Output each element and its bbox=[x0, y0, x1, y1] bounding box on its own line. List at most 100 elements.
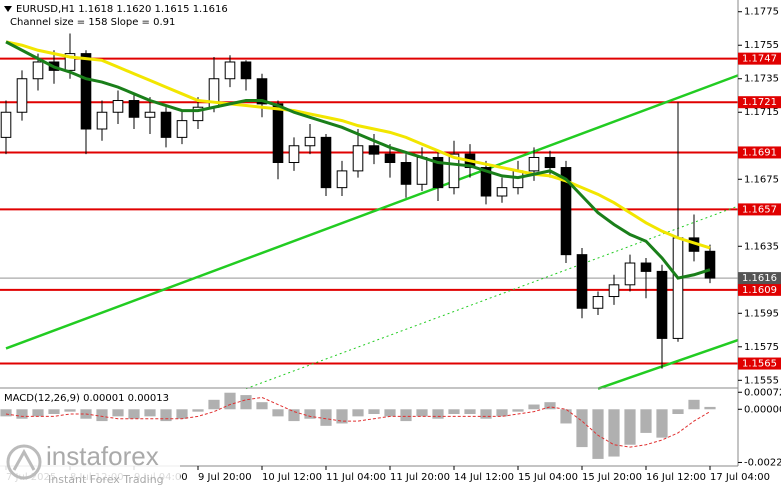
macd-bar bbox=[624, 409, 636, 445]
macd-bar bbox=[128, 409, 140, 419]
candle-body bbox=[640, 262, 652, 272]
macd-bar bbox=[304, 409, 316, 419]
x-tick-label: 9 Jul 20:00 bbox=[198, 472, 252, 483]
y-tick-label: 1.1595 bbox=[744, 308, 779, 319]
candle-body bbox=[592, 296, 604, 309]
candle-body bbox=[448, 153, 460, 189]
x-tick-label: 10 Jul 12:00 bbox=[262, 472, 322, 483]
macd-bar bbox=[336, 409, 348, 424]
x-tick-label: 15 Jul 04:00 bbox=[518, 472, 578, 483]
candle-body bbox=[128, 100, 140, 118]
y-tick-label: 1.1575 bbox=[744, 342, 779, 353]
macd-bar bbox=[368, 409, 380, 414]
candle-body bbox=[16, 78, 28, 113]
macd-tick-label: 0.00072 bbox=[744, 387, 781, 398]
macd-label: MACD(12,26,9) 0.00001 0.00013 bbox=[4, 393, 169, 404]
macd-bar bbox=[352, 409, 364, 417]
symbol-line: EURUSD,H1 1.1618 1.1620 1.1615 1.1616 bbox=[16, 4, 228, 15]
level-label: 1.1609 bbox=[742, 285, 777, 296]
macd-bar bbox=[176, 409, 188, 419]
macd-bar bbox=[0, 409, 12, 417]
macd-bar bbox=[144, 409, 156, 417]
candle-body bbox=[112, 100, 124, 113]
x-tick-label: 11 Jul 04:00 bbox=[326, 472, 386, 483]
candle-body bbox=[496, 187, 508, 197]
y-tick-label: 1.1735 bbox=[744, 74, 779, 85]
x-tick-label: 17 Jul 04:00 bbox=[710, 472, 770, 483]
macd-bar bbox=[512, 409, 524, 412]
macd-bar bbox=[432, 409, 444, 419]
x-tick-label: 11 Jul 20:00 bbox=[390, 472, 450, 483]
macd-bar bbox=[464, 409, 476, 414]
candle-body bbox=[672, 237, 684, 339]
candle-body bbox=[64, 53, 76, 71]
y-tick-label: 1.1635 bbox=[744, 241, 779, 252]
level-label-box bbox=[738, 96, 781, 109]
candle-body bbox=[96, 111, 108, 130]
candle-body bbox=[608, 284, 620, 298]
candle-body bbox=[656, 270, 668, 339]
candle-body bbox=[432, 156, 444, 189]
macd-bar bbox=[672, 409, 684, 414]
level-label: 1.1657 bbox=[742, 204, 777, 215]
macd-bar bbox=[544, 402, 556, 410]
macd-bar bbox=[384, 409, 396, 417]
candle-body bbox=[400, 162, 412, 185]
macd-bar bbox=[256, 402, 268, 410]
macd-bar bbox=[192, 409, 204, 412]
macd-tick-label: 0.00000 bbox=[744, 404, 781, 415]
y-tick-label: 1.1555 bbox=[744, 375, 779, 386]
level-label: 1.1721 bbox=[742, 97, 777, 108]
y-tick-label: 1.1755 bbox=[744, 40, 779, 51]
macd-bar bbox=[272, 409, 284, 417]
level-label: 1.1691 bbox=[742, 147, 777, 158]
candle-body bbox=[352, 145, 364, 172]
macd-bar bbox=[688, 399, 700, 410]
candle-body bbox=[368, 145, 380, 155]
candle-body bbox=[80, 53, 92, 130]
candle-body bbox=[144, 111, 156, 118]
y-tick-label: 1.1775 bbox=[744, 7, 779, 18]
candle-body bbox=[192, 106, 204, 122]
candle-body bbox=[704, 250, 716, 279]
macd-bar bbox=[640, 409, 652, 433]
macd-bar bbox=[32, 409, 44, 417]
x-tick-label: 14 Jul 12:00 bbox=[454, 472, 514, 483]
macd-bar bbox=[160, 409, 172, 422]
macd-tick-label: -0.00225 bbox=[744, 457, 781, 468]
candle-body bbox=[560, 167, 572, 256]
macd-bar bbox=[704, 406, 716, 410]
candle-body bbox=[256, 78, 268, 105]
level-label-box bbox=[738, 357, 781, 370]
menu-icon bbox=[4, 6, 12, 12]
macd-bar bbox=[480, 409, 492, 419]
macd-bar bbox=[96, 409, 108, 422]
candle-body bbox=[32, 61, 44, 80]
macd-bar bbox=[496, 409, 508, 417]
macd-bar bbox=[224, 392, 236, 410]
trend-line bbox=[5, 74, 739, 350]
macd-bar bbox=[208, 399, 220, 410]
current-price-label: 1.1616 bbox=[742, 273, 777, 284]
logo-icon-mark bbox=[12, 448, 36, 471]
logo-tagline: Instant Forex Trading bbox=[48, 473, 164, 486]
macd-bar bbox=[64, 409, 76, 412]
candle-body bbox=[224, 61, 236, 80]
candle-body bbox=[544, 156, 556, 169]
y-tick-label: 1.1715 bbox=[744, 107, 779, 118]
macd-bar bbox=[528, 404, 540, 410]
candle-body bbox=[240, 61, 252, 80]
logo-name: instaforex bbox=[46, 441, 159, 471]
candle-body bbox=[512, 170, 524, 189]
candle-body bbox=[624, 262, 636, 286]
level-label-box bbox=[738, 146, 781, 159]
macd-bar bbox=[240, 395, 252, 410]
candle-body bbox=[416, 156, 428, 185]
candle-body bbox=[480, 167, 492, 197]
candle-body bbox=[176, 120, 188, 138]
candle-body bbox=[288, 145, 300, 164]
candle-body bbox=[272, 103, 284, 164]
logo-icon bbox=[6, 444, 42, 480]
macd-bar bbox=[560, 409, 572, 424]
